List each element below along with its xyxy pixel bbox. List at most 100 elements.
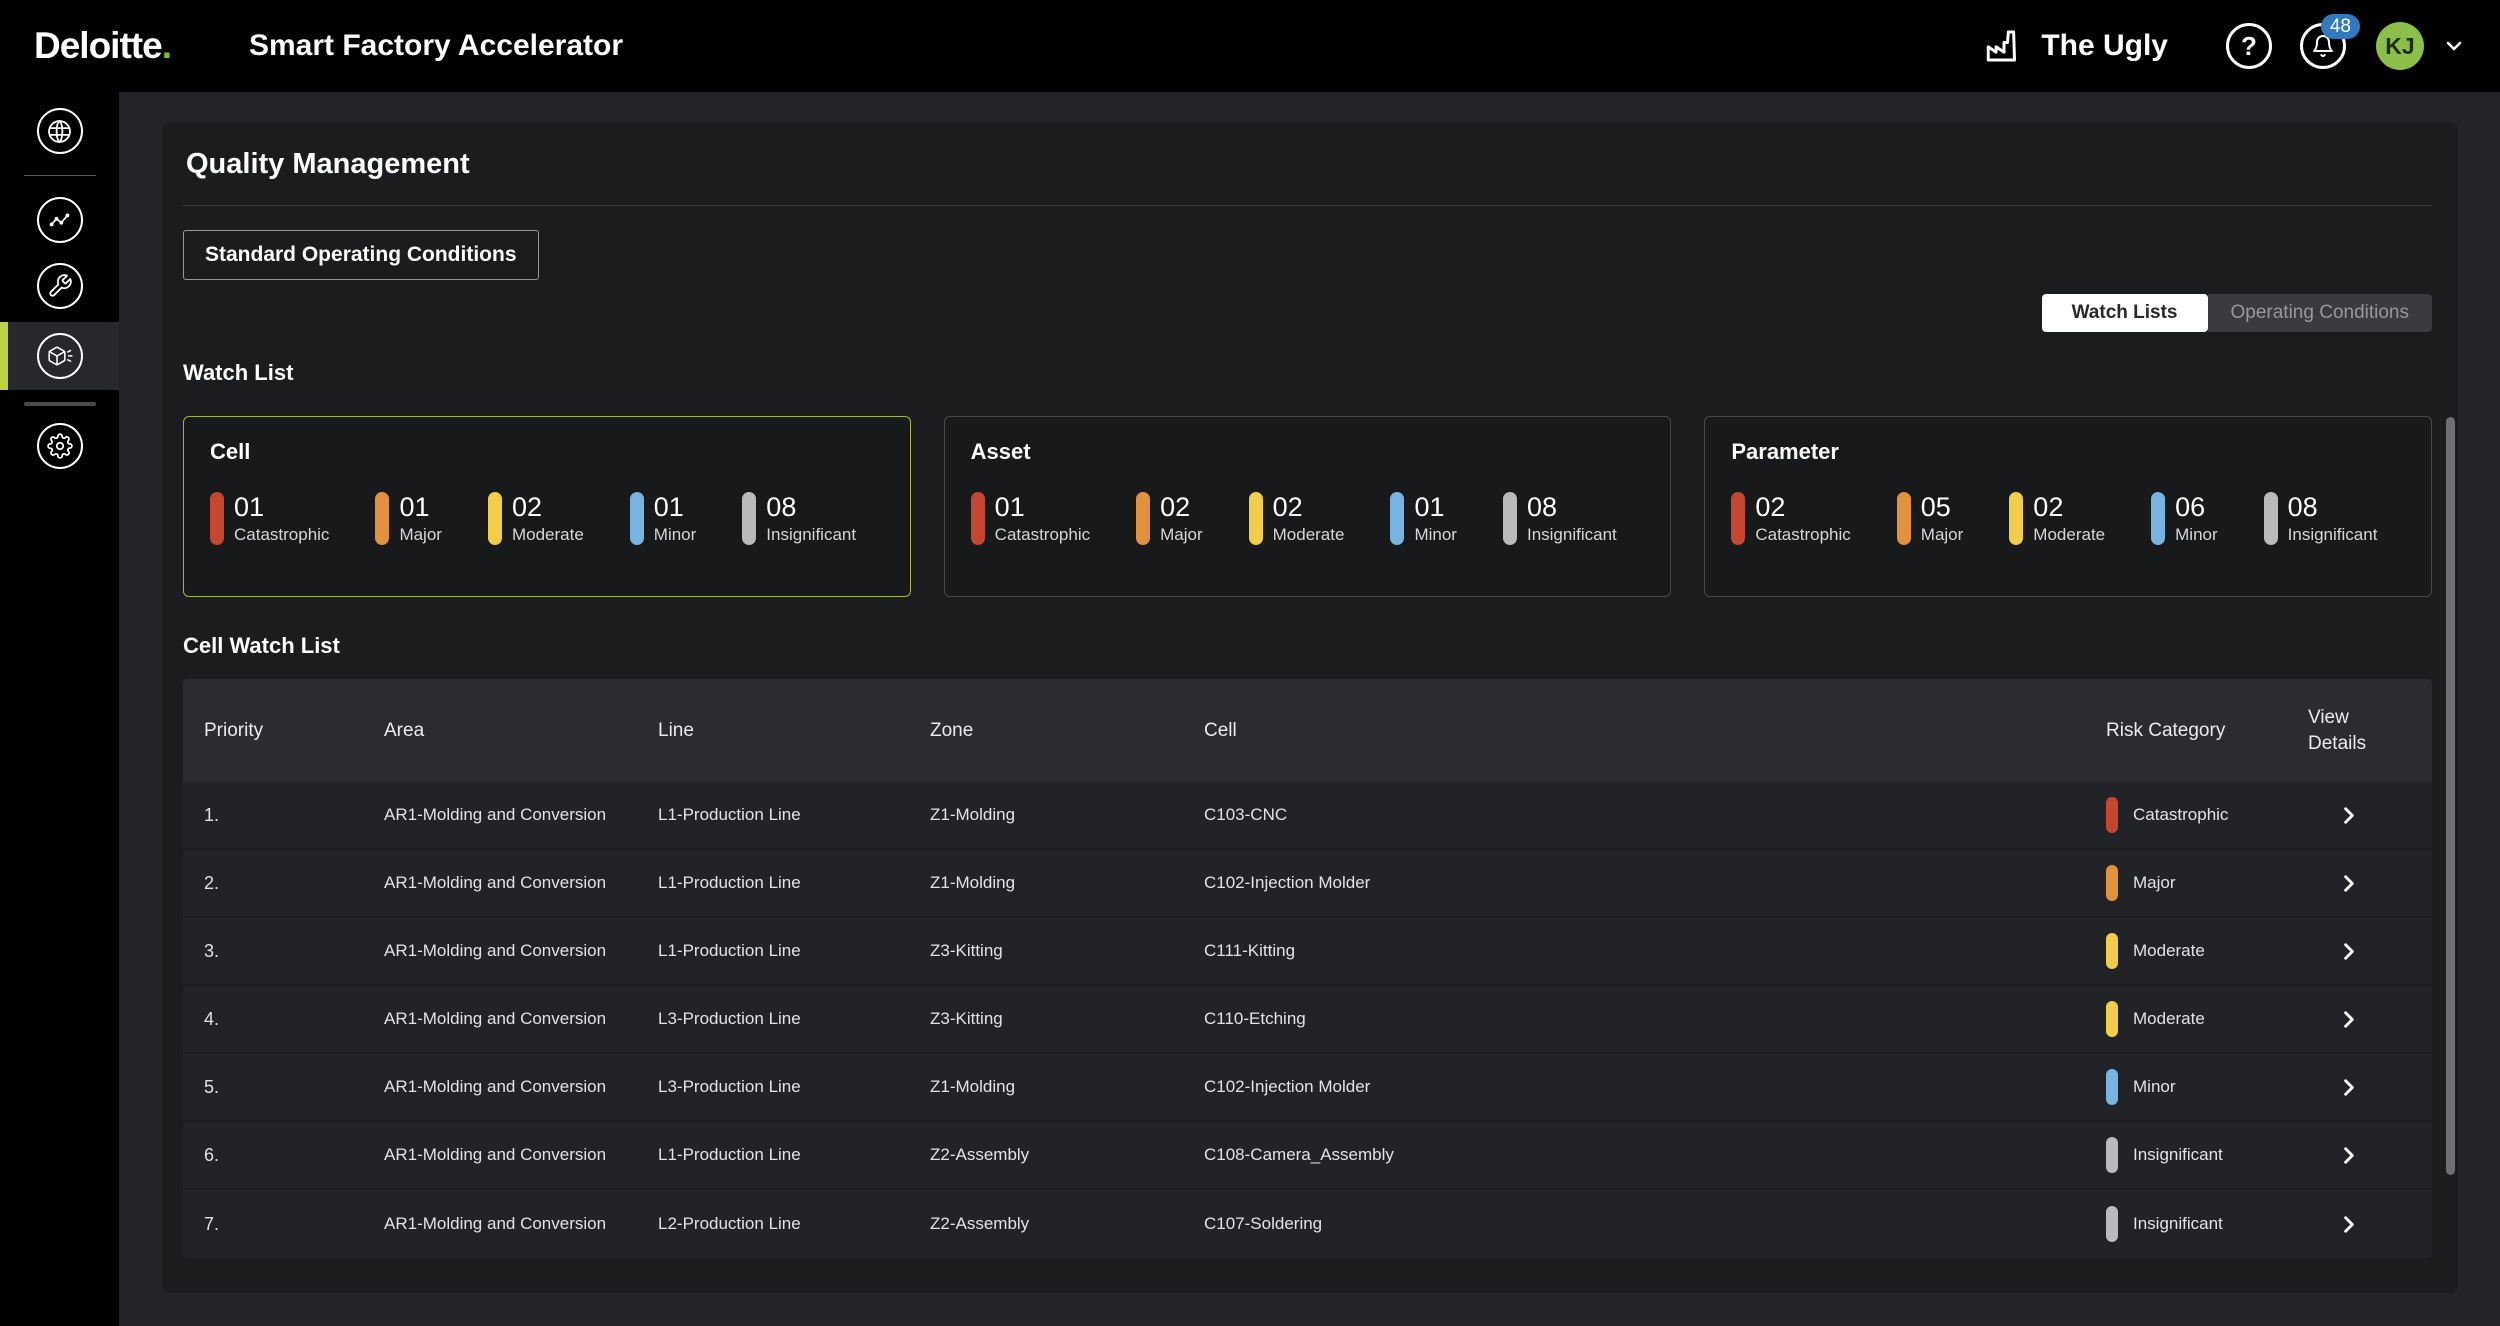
severity-stat: 02 Moderate — [487, 492, 584, 545]
chevron-right-icon — [2344, 1078, 2354, 1096]
table-row: 5. AR1-Molding and Conversion L3-Product… — [183, 1054, 2432, 1122]
severity-count: 01 — [994, 492, 1025, 522]
view-details-button[interactable] — [2285, 940, 2432, 963]
cell-risk-category: Moderate — [2078, 933, 2285, 969]
tab-watch-lists[interactable]: Watch Lists — [2041, 294, 2208, 332]
severity-label: Major — [1160, 525, 1203, 545]
table-row: 3. AR1-Molding and Conversion L1-Product… — [183, 918, 2432, 986]
cell-priority: 3. — [204, 940, 220, 961]
cell-zone: Z3-Kitting — [930, 941, 1003, 960]
page-title: Quality Management — [186, 148, 470, 180]
vertical-scrollbar[interactable] — [2446, 417, 2455, 1175]
view-details-button[interactable] — [2285, 1008, 2432, 1031]
site-selector[interactable]: The Ugly — [1981, 25, 2168, 67]
severity-count: 02 — [1272, 492, 1303, 522]
sidebar-item-settings[interactable] — [0, 423, 119, 469]
cell-cell: C110-Etching — [1204, 1009, 1306, 1028]
trend-chart-icon — [36, 197, 83, 243]
watch-list-card-asset[interactable]: Asset 01 Catastrophic 02 Major 02 Modera… — [943, 416, 1672, 597]
severity-stat: 02 Major — [1136, 492, 1203, 545]
watch-list-card-parameter[interactable]: Parameter 02 Catastrophic 05 Major 02 Mo… — [1704, 416, 2433, 597]
severity-count: 01 — [1414, 492, 1445, 522]
sidebar-item-globe[interactable] — [0, 108, 119, 154]
column-header-view-details: View Details — [2308, 706, 2367, 754]
cell-risk-category: Major — [2078, 865, 2285, 901]
table-row: 7. AR1-Molding and Conversion L2-Product… — [183, 1190, 2432, 1258]
risk-pill — [2106, 933, 2118, 969]
severity-stat: 01 Catastrophic — [210, 492, 329, 545]
severity-pill — [1731, 492, 1746, 545]
notifications-button[interactable]: 48 — [2300, 14, 2360, 69]
risk-pill — [2106, 1069, 2118, 1105]
column-header-area: Area — [384, 719, 425, 741]
risk-label: Major — [2133, 873, 2176, 892]
notification-count-badge: 48 — [2320, 14, 2360, 39]
sidebar-item-analytics[interactable] — [0, 197, 119, 243]
title-divider — [183, 205, 2432, 206]
severity-pill — [629, 492, 644, 545]
severity-label: Minor — [653, 525, 697, 545]
severity-pill — [970, 492, 985, 545]
cell-area: AR1-Molding and Conversion — [384, 941, 607, 960]
tab-operating-conditions[interactable]: Operating Conditions — [2207, 294, 2432, 332]
risk-label: Insignificant — [2133, 1214, 2223, 1233]
severity-label: Catastrophic — [994, 525, 1091, 545]
severity-label: Catastrophic — [234, 525, 330, 545]
severity-stat: 01 Catastrophic — [970, 492, 1091, 545]
severity-stat: 08 Insignificant — [742, 492, 856, 545]
risk-label: Moderate — [2133, 1009, 2205, 1028]
card-title: Parameter — [1731, 439, 1839, 464]
severity-count: 02 — [2033, 492, 2064, 522]
severity-stats: 01 Catastrophic 01 Major 02 Moderate 01 … — [210, 492, 884, 545]
avatar[interactable]: KJ — [2376, 22, 2424, 70]
help-button[interactable]: ? — [2226, 23, 2272, 69]
severity-pill — [1896, 492, 1911, 545]
severity-pill — [487, 492, 502, 545]
deloitte-green-dot: . — [161, 25, 172, 66]
sidebar-divider — [23, 402, 96, 406]
quality-management-panel: Quality Management Standard Operating Co… — [162, 122, 2458, 1293]
table-row: 4. AR1-Molding and Conversion L3-Product… — [183, 986, 2432, 1054]
view-details-button[interactable] — [2285, 872, 2432, 895]
tabs: Watch Lists Operating Conditions — [183, 294, 2432, 332]
cell-zone: Z1-Molding — [930, 1077, 1016, 1096]
view-details-button[interactable] — [2285, 1076, 2432, 1099]
severity-stat: 01 Minor — [629, 492, 697, 545]
risk-pill — [2106, 1137, 2118, 1173]
cell-risk-category: Insignificant — [2078, 1206, 2285, 1242]
severity-stat: 01 Minor — [1390, 492, 1457, 545]
sidebar-item-quality[interactable] — [0, 322, 119, 390]
severity-count: 02 — [1160, 492, 1191, 522]
severity-count: 08 — [766, 492, 797, 522]
standard-operating-conditions-button[interactable]: Standard Operating Conditions — [183, 230, 539, 280]
cell-cell: C103-CNC — [1204, 805, 1288, 824]
severity-count: 01 — [653, 492, 684, 522]
card-title: Asset — [970, 439, 1031, 464]
cell-cell: C108-Camera_Assembly — [1204, 1145, 1394, 1164]
view-details-button[interactable] — [2285, 804, 2432, 827]
cell-zone: Z2-Assembly — [930, 1214, 1030, 1233]
site-name: The Ugly — [2041, 29, 2168, 62]
table-row: 2. AR1-Molding and Conversion L1-Product… — [183, 850, 2432, 918]
severity-pill — [2009, 492, 2024, 545]
severity-count: 08 — [1526, 492, 1558, 522]
chevron-down-icon[interactable] — [2442, 34, 2466, 58]
severity-stat: 02 Catastrophic — [1731, 492, 1851, 545]
column-header-priority: Priority — [204, 719, 264, 741]
column-header-cell: Cell — [1204, 719, 1237, 741]
view-details-button[interactable] — [2285, 1213, 2432, 1236]
severity-pill — [2151, 492, 2166, 545]
sidebar-item-maintenance[interactable] — [0, 263, 119, 309]
severity-label: Insignificant — [2287, 525, 2378, 545]
view-details-button[interactable] — [2285, 1144, 2432, 1167]
watch-list-heading: Watch List — [183, 360, 294, 385]
chevron-right-icon — [2344, 1215, 2354, 1233]
severity-count: 01 — [234, 492, 265, 522]
severity-stat: 08 Insignificant — [2263, 492, 2378, 545]
watch-list-card-cell[interactable]: Cell 01 Catastrophic 01 Major 02 Moderat… — [183, 416, 911, 597]
cell-priority: 7. — [204, 1213, 220, 1234]
cell-line: L2-Production Line — [658, 1214, 801, 1233]
cell-area: AR1-Molding and Conversion — [384, 1009, 607, 1028]
severity-pill — [1248, 492, 1263, 545]
column-header-risk-category: Risk Category — [2106, 719, 2226, 741]
